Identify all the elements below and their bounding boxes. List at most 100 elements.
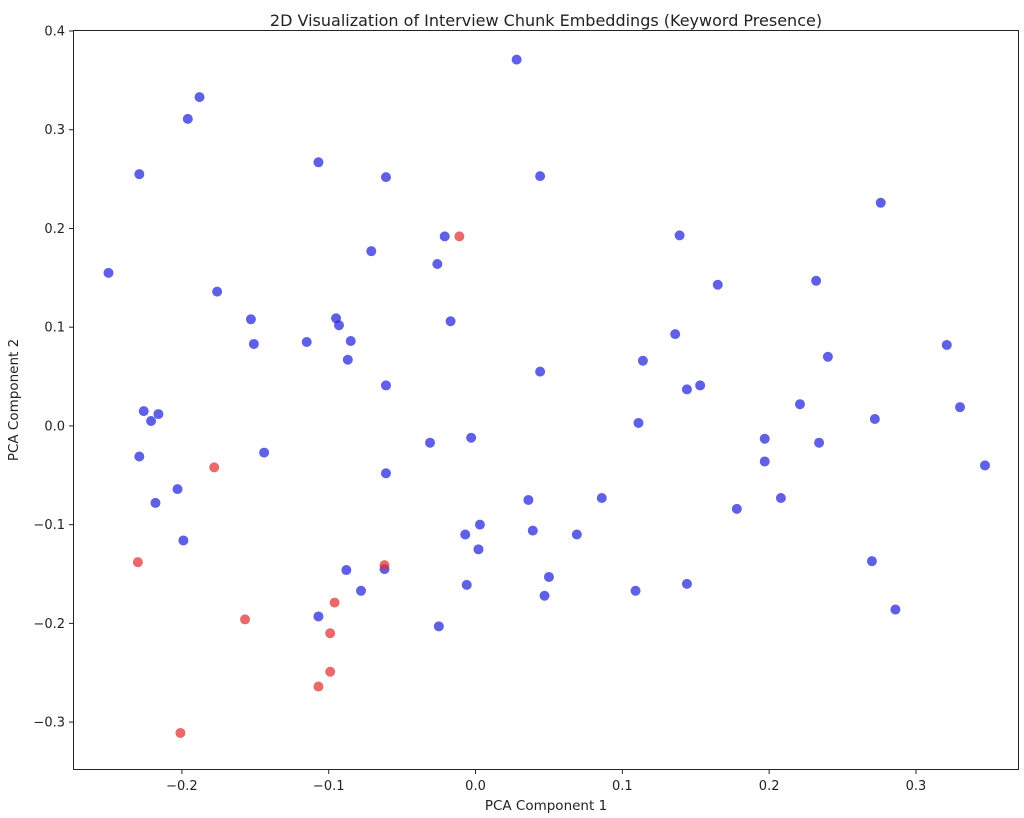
x-tick-label: 0.0: [465, 779, 486, 794]
data-point-blue: [313, 611, 324, 622]
y-axis: −0.3 −0.2 −0.1 0.0 0.1 0.2 0.3 0.4: [33, 25, 74, 731]
data-point-blue: [955, 402, 966, 413]
data-point-blue: [875, 197, 886, 208]
data-point-blue: [941, 339, 952, 350]
data-point-blue: [979, 460, 990, 471]
data-point-blue: [794, 399, 805, 410]
data-point-blue: [674, 230, 685, 241]
data-point-blue: [695, 380, 706, 391]
data-point-blue: [248, 338, 259, 349]
data-point-blue: [150, 497, 161, 508]
y-tick-label: 0.3: [44, 123, 65, 138]
data-point-blue: [146, 415, 157, 426]
data-point-blue: [466, 432, 477, 443]
data-point-blue: [172, 484, 183, 495]
x-tick-label: −0.2: [166, 779, 198, 794]
data-point-blue: [633, 417, 644, 428]
data-point-blue: [445, 316, 456, 327]
data-point-blue: [630, 585, 641, 596]
data-point-blue: [681, 578, 692, 589]
data-point-blue: [380, 380, 391, 391]
data-point-red: [379, 560, 390, 571]
data-point-blue: [543, 571, 554, 582]
data-point-blue: [356, 585, 367, 596]
data-point-blue: [182, 113, 193, 124]
data-point-red: [325, 628, 336, 639]
data-point-blue: [380, 172, 391, 183]
data-point-blue: [460, 529, 471, 540]
y-tick-label: 0.0: [44, 419, 65, 434]
data-point-red: [240, 614, 251, 625]
data-point-red: [329, 597, 340, 608]
data-point-blue: [596, 492, 607, 503]
data-point-blue: [473, 544, 484, 555]
data-point-blue: [212, 286, 223, 297]
data-point-blue: [523, 494, 534, 505]
data-point-blue: [535, 171, 546, 182]
data-point-blue: [869, 414, 880, 425]
x-tick-label: 0.2: [759, 779, 780, 794]
data-point-blue: [474, 519, 485, 530]
data-point-blue: [178, 535, 189, 546]
y-axis-label: PCA Component 2: [6, 339, 22, 461]
data-point-blue: [511, 54, 522, 65]
data-point-blue: [134, 169, 145, 180]
data-point-blue: [134, 451, 145, 462]
y-tick-label: −0.2: [33, 617, 65, 632]
data-point-blue: [890, 604, 901, 615]
data-point-blue: [342, 354, 353, 365]
data-point-blue: [681, 384, 692, 395]
data-point-blue: [333, 320, 344, 331]
data-point-blue: [345, 336, 356, 347]
data-point-red: [209, 462, 220, 473]
data-point-blue: [153, 409, 164, 420]
data-point-blue: [814, 437, 825, 448]
data-points: [103, 54, 990, 738]
data-point-blue: [759, 456, 770, 467]
data-point-blue: [245, 314, 256, 325]
x-tick-label: −0.1: [313, 779, 345, 794]
data-point-blue: [194, 92, 205, 103]
data-point-blue: [535, 366, 546, 377]
x-tick-label: 0.1: [612, 779, 633, 794]
y-tick-label: 0.1: [44, 321, 65, 336]
data-point-blue: [670, 329, 681, 340]
data-point-blue: [439, 231, 450, 242]
data-point-blue: [866, 556, 877, 567]
data-point-blue: [425, 437, 436, 448]
data-point-blue: [301, 336, 312, 347]
data-point-blue: [527, 525, 538, 536]
plot-area-frame: [73, 30, 1019, 770]
data-point-blue: [313, 157, 324, 168]
data-point-blue: [433, 621, 444, 632]
data-point-red: [313, 681, 324, 692]
data-point-red: [132, 557, 143, 568]
data-point-blue: [712, 279, 723, 290]
data-point-blue: [811, 275, 822, 286]
data-point-red: [325, 666, 336, 677]
data-point-blue: [775, 492, 786, 503]
data-point-blue: [341, 565, 352, 576]
data-point-blue: [759, 433, 770, 444]
y-tick-label: 0.2: [44, 222, 65, 237]
data-point-blue: [731, 503, 742, 514]
data-point-blue: [822, 351, 833, 362]
data-point-blue: [259, 447, 270, 458]
data-point-blue: [571, 529, 582, 540]
data-point-blue: [637, 355, 648, 366]
y-tick-label: −0.1: [33, 518, 65, 533]
data-point-blue: [138, 406, 149, 417]
data-point-blue: [539, 590, 550, 601]
data-point-blue: [461, 579, 472, 590]
data-point-blue: [380, 468, 391, 479]
data-point-blue: [366, 246, 377, 257]
x-tick-label: 0.3: [906, 779, 927, 794]
x-axis-label: PCA Component 1: [485, 798, 607, 814]
y-tick-label: 0.4: [44, 25, 65, 40]
chart-title: 2D Visualization of Interview Chunk Embe…: [270, 11, 822, 30]
y-tick-label: −0.3: [33, 716, 65, 731]
data-point-blue: [432, 259, 443, 270]
data-point-red: [454, 231, 465, 242]
data-point-red: [175, 727, 186, 738]
